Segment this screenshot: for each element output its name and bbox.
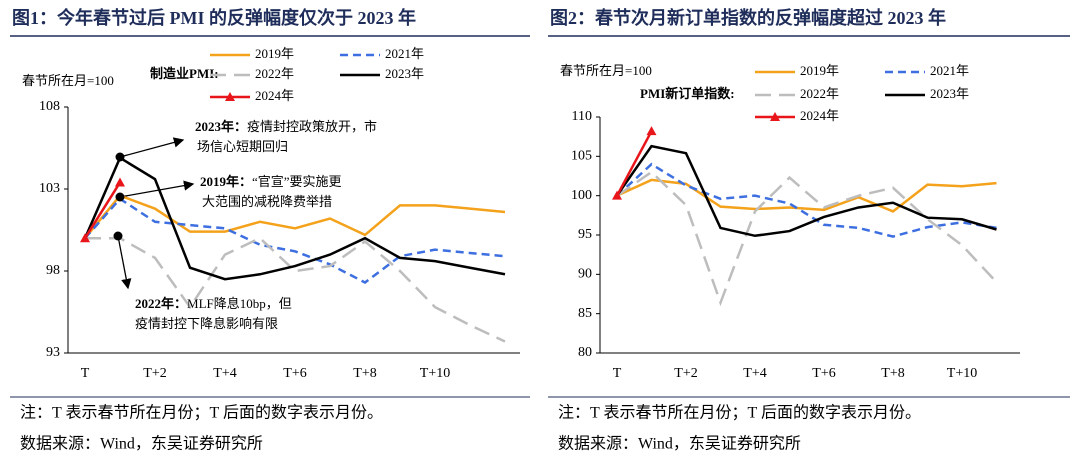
arrow — [117, 235, 132, 290]
x-tick-label: T+4 — [743, 366, 766, 381]
annotation-text: 疫情封控政策放开，市 — [247, 119, 377, 134]
decorations — [10, 35, 1070, 398]
series-line — [616, 162, 997, 238]
note: 注：T 表示春节所在月份；T 后面的数字表示月份。 — [20, 404, 383, 422]
source: 数据来源：Wind，东吴证券研究所 — [558, 435, 801, 453]
series-line — [84, 194, 506, 239]
series-marker — [80, 233, 90, 243]
x-tick-label: T+10 — [420, 366, 450, 381]
y-tick-label: 105 — [571, 149, 592, 164]
arrow — [119, 137, 185, 158]
legend-marker — [225, 92, 235, 101]
legend-label: 2024年 — [800, 108, 839, 123]
legend-label: 2019年 — [255, 46, 294, 61]
annotation-label: 2019年： — [200, 174, 252, 189]
series-line — [83, 181, 122, 239]
x-tick-label: T+2 — [674, 366, 697, 381]
annotation-text: 疫情封控下降息影响有限 — [135, 316, 278, 331]
legend-label: 2019年 — [800, 63, 839, 78]
series-line — [615, 144, 997, 238]
annotation-text: 场信心短期回归 — [197, 139, 288, 154]
y-tick-label: 85 — [578, 306, 592, 321]
chart-title: 图1：今年春节过后 PMI 的反弹幅度仅次于 2023 年 — [12, 7, 416, 28]
chart-title: 图2：春节次月新订单指数的反弹幅度超过 2023 年 — [550, 7, 946, 28]
unit-label: 春节所在月=100 — [560, 63, 652, 78]
x-tick-label: T+8 — [881, 366, 904, 381]
y-tick-label: 98 — [46, 263, 60, 278]
legend-label: 2021年 — [385, 46, 424, 61]
series-line — [85, 236, 506, 343]
legend-marker — [770, 112, 780, 121]
highlight-dot — [113, 231, 123, 241]
annotation: 2022年：MLF降息10bp，但 — [135, 296, 292, 311]
y-tick-label: 103 — [39, 181, 60, 196]
annotation-text: “官宣”要实施更 — [252, 174, 342, 189]
x-tick-label: T — [613, 366, 622, 381]
annotation: 2019年：“官宣”要实施更 — [200, 174, 342, 189]
y-tick-label: 110 — [572, 109, 592, 124]
x-tick-label: T+4 — [213, 366, 236, 381]
annotation-text: 大范围的减税降费举措 — [202, 194, 332, 209]
highlight-dot — [115, 192, 125, 202]
x-tick-label: T — [81, 366, 90, 381]
annotation-label: 2023年： — [195, 119, 247, 134]
y-tick-label: 93 — [46, 345, 60, 360]
annotation-label: 2022年： — [135, 296, 187, 311]
series-marker — [115, 177, 125, 187]
legend-label: 2022年 — [255, 66, 294, 81]
y-tick-label: 80 — [578, 345, 592, 360]
note: 注：T 表示春节所在月份；T 后面的数字表示月份。 — [558, 404, 921, 422]
series-line — [83, 156, 506, 281]
annotation-text: MLF降息10bp，但 — [187, 296, 292, 311]
legend-label: 2022年 — [800, 86, 839, 101]
y-tick-label: 100 — [571, 188, 592, 203]
series-line — [616, 170, 998, 307]
series-marker — [646, 126, 657, 136]
y-tick-label: 90 — [578, 267, 592, 282]
x-tick-label: T+8 — [353, 366, 376, 381]
series-line — [616, 178, 997, 213]
unit-label: 春节所在月=100 — [22, 73, 114, 88]
y-tick-label: 108 — [39, 99, 60, 114]
source: 数据来源：Wind，东吴证券研究所 — [20, 435, 263, 453]
x-tick-label: T+10 — [947, 366, 977, 381]
x-tick-label: T+6 — [283, 366, 306, 381]
annotation: 2023年：疫情封控政策放开，市 — [195, 119, 377, 134]
legend-title: PMI新订单指数: — [640, 86, 735, 101]
legend-label: 2023年 — [930, 86, 969, 101]
series-marker — [612, 190, 622, 200]
legend-label: 2024年 — [255, 88, 294, 103]
arrow — [119, 180, 195, 198]
series-line — [84, 197, 506, 284]
series-line — [615, 130, 653, 197]
highlight-dot — [115, 152, 125, 162]
legend-title: 制造业PMI: — [150, 66, 219, 81]
legend-label: 2021年 — [930, 63, 969, 78]
x-tick-label: T+2 — [143, 366, 166, 381]
y-tick-label: 95 — [578, 227, 592, 242]
legend-label: 2023年 — [385, 66, 424, 81]
x-tick-label: T+6 — [812, 366, 835, 381]
